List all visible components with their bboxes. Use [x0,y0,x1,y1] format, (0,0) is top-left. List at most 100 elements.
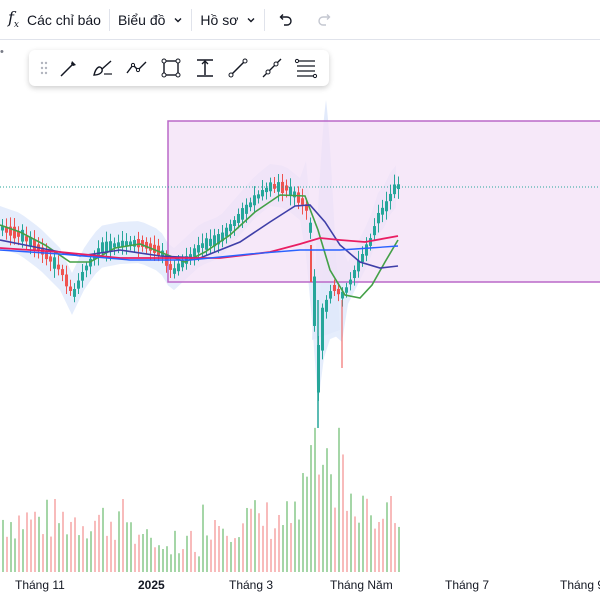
candle-body [365,244,368,256]
volume-bar [70,521,72,572]
candle-body [81,271,84,281]
drag-handle-icon[interactable] [35,57,52,79]
toolbar-divider [264,8,266,31]
profile-label: Hồ sơ [200,11,239,28]
candle-body [145,241,148,249]
volume-bar [98,514,100,572]
chart-type-button[interactable]: Biểu đồ [110,0,191,39]
volume-bar [378,521,380,572]
segment-tool-icon[interactable] [255,53,289,83]
candle-body [77,280,80,289]
volume-bar [54,498,56,572]
volume-bar [318,474,320,572]
candle-body [373,226,376,236]
volume-bar [130,522,132,572]
candle-body [17,231,20,237]
volume-bar [34,511,36,572]
volume-bar [26,512,28,572]
candle-body [389,193,392,202]
volume-bar [190,530,192,572]
candle-body [361,253,364,263]
volume-bar [346,510,348,572]
candle-body [137,239,140,248]
top-toolbar: fx Các chỉ báo Biểu đồ Hồ sơ [0,0,600,40]
path-tool-icon[interactable] [120,53,154,83]
time-axis[interactable]: Tháng 11 2025 Tháng 3 Tháng Năm Tháng 7 … [0,572,600,600]
volume-bar [134,543,136,572]
volume-bar [326,448,328,572]
volume-bar [298,519,300,572]
volume-bar [86,538,88,572]
candle-body [73,288,76,297]
volume-bar [234,538,236,572]
candle-body [25,236,28,242]
volume-bar [382,518,384,572]
price-chart[interactable] [0,40,600,572]
candle-body [109,241,112,252]
volume-bar [226,535,228,572]
candle-body [357,260,360,272]
ma-line-green [0,194,399,299]
volume-bar [126,522,128,572]
trend-line-tool-icon[interactable] [52,53,86,83]
price-range-tool-icon[interactable] [188,53,222,83]
volume-bar [366,498,368,572]
redo-button[interactable] [305,0,345,39]
candle-body [97,248,100,256]
volume-bar [218,525,220,572]
candle-body [385,201,388,212]
candle-body [369,238,372,246]
candle-body [141,240,144,247]
time-axis-label: Tháng 3 [229,578,274,592]
candle-body [89,258,92,267]
indicators-button[interactable]: fx Các chỉ báo [0,0,109,39]
candle-body [29,236,32,247]
candle-body [177,263,180,272]
candle-body [205,238,208,250]
candle-body [129,241,132,246]
candle-body [49,256,52,262]
rectangle-drawing[interactable] [167,120,600,283]
candle-body [297,192,300,203]
volume-bar [310,445,312,572]
rectangle-tool-icon[interactable] [154,53,188,83]
candle-body [241,208,244,220]
line-tool-icon[interactable] [222,53,256,83]
candle-body [301,198,304,205]
profile-button[interactable]: Hồ sơ [192,0,264,39]
toolbar-divider [108,8,110,31]
candle-body [125,241,128,247]
volume-bar [302,473,304,572]
candle-body [65,274,68,287]
volume-bar [370,515,372,572]
ma-line-navy [0,204,399,269]
candle-body [9,226,12,236]
time-axis-label: 2025 [138,578,165,592]
volume-bar [50,536,52,572]
candle-body [217,234,220,245]
moving-averages [0,194,399,299]
volume-bar [150,537,152,572]
volume-bar [138,534,140,572]
time-axis-label: Tháng 9 [560,578,600,592]
function-icon: fx [8,8,19,31]
volume-bar [238,537,240,572]
volume-bar [158,545,160,572]
volume-bar [146,529,148,572]
candle-body [33,239,36,250]
brush-tool-icon[interactable] [86,53,120,83]
candle-body [61,269,64,276]
volume-bar [110,521,112,572]
candle-body [249,202,252,208]
volume-bar [58,523,60,572]
volume-bar [82,526,84,572]
candle-body [113,243,116,248]
fib-retracement-tool-icon[interactable] [289,53,323,83]
volume-bar [282,525,284,572]
volume-bar [182,549,184,572]
candle-body [333,284,336,292]
candle-body [13,226,16,239]
undo-button[interactable] [265,0,305,39]
volume-bar [374,528,376,572]
volume-bar [14,538,16,572]
